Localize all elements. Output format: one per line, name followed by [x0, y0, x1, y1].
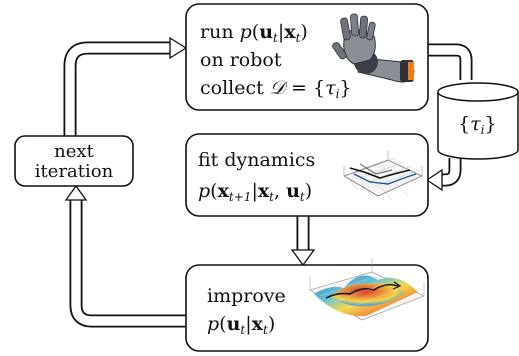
robot-hand-icon	[332, 13, 415, 83]
next-iteration-line1: next	[54, 141, 94, 162]
dynamics-plot-icon	[343, 150, 423, 201]
next-iteration-line2: iteration	[35, 161, 114, 182]
run-box-line3: collect 𝒟 = {τi}	[200, 77, 352, 101]
fit-box-line1: fit dynamics	[198, 149, 315, 171]
run-box-line1: run p(ut|xt)	[200, 21, 308, 45]
run-policy-box	[185, 3, 429, 111]
data-cylinder-icon	[437, 82, 519, 160]
arrow-next-to-run	[63, 41, 172, 136]
arrow-improve-to-next	[69, 198, 187, 328]
run-box-line2: on robot	[200, 49, 282, 71]
arrowhead-into-fit	[425, 168, 443, 192]
policy-surface-icon	[309, 258, 425, 321]
storage-label: {τi}	[458, 113, 497, 137]
next-iteration-box	[14, 135, 134, 187]
arrowhead-into-improve	[290, 249, 316, 267]
fit-box-line2: p(xt+1|xt, ut)	[198, 180, 312, 204]
improve-box-line1: improve	[207, 285, 286, 307]
arrowhead-into-run	[169, 36, 188, 60]
arrowhead-into-next	[64, 184, 88, 201]
improve-box-line2: p(ut|xt)	[207, 313, 275, 337]
fit-dynamics-box	[185, 133, 429, 217]
